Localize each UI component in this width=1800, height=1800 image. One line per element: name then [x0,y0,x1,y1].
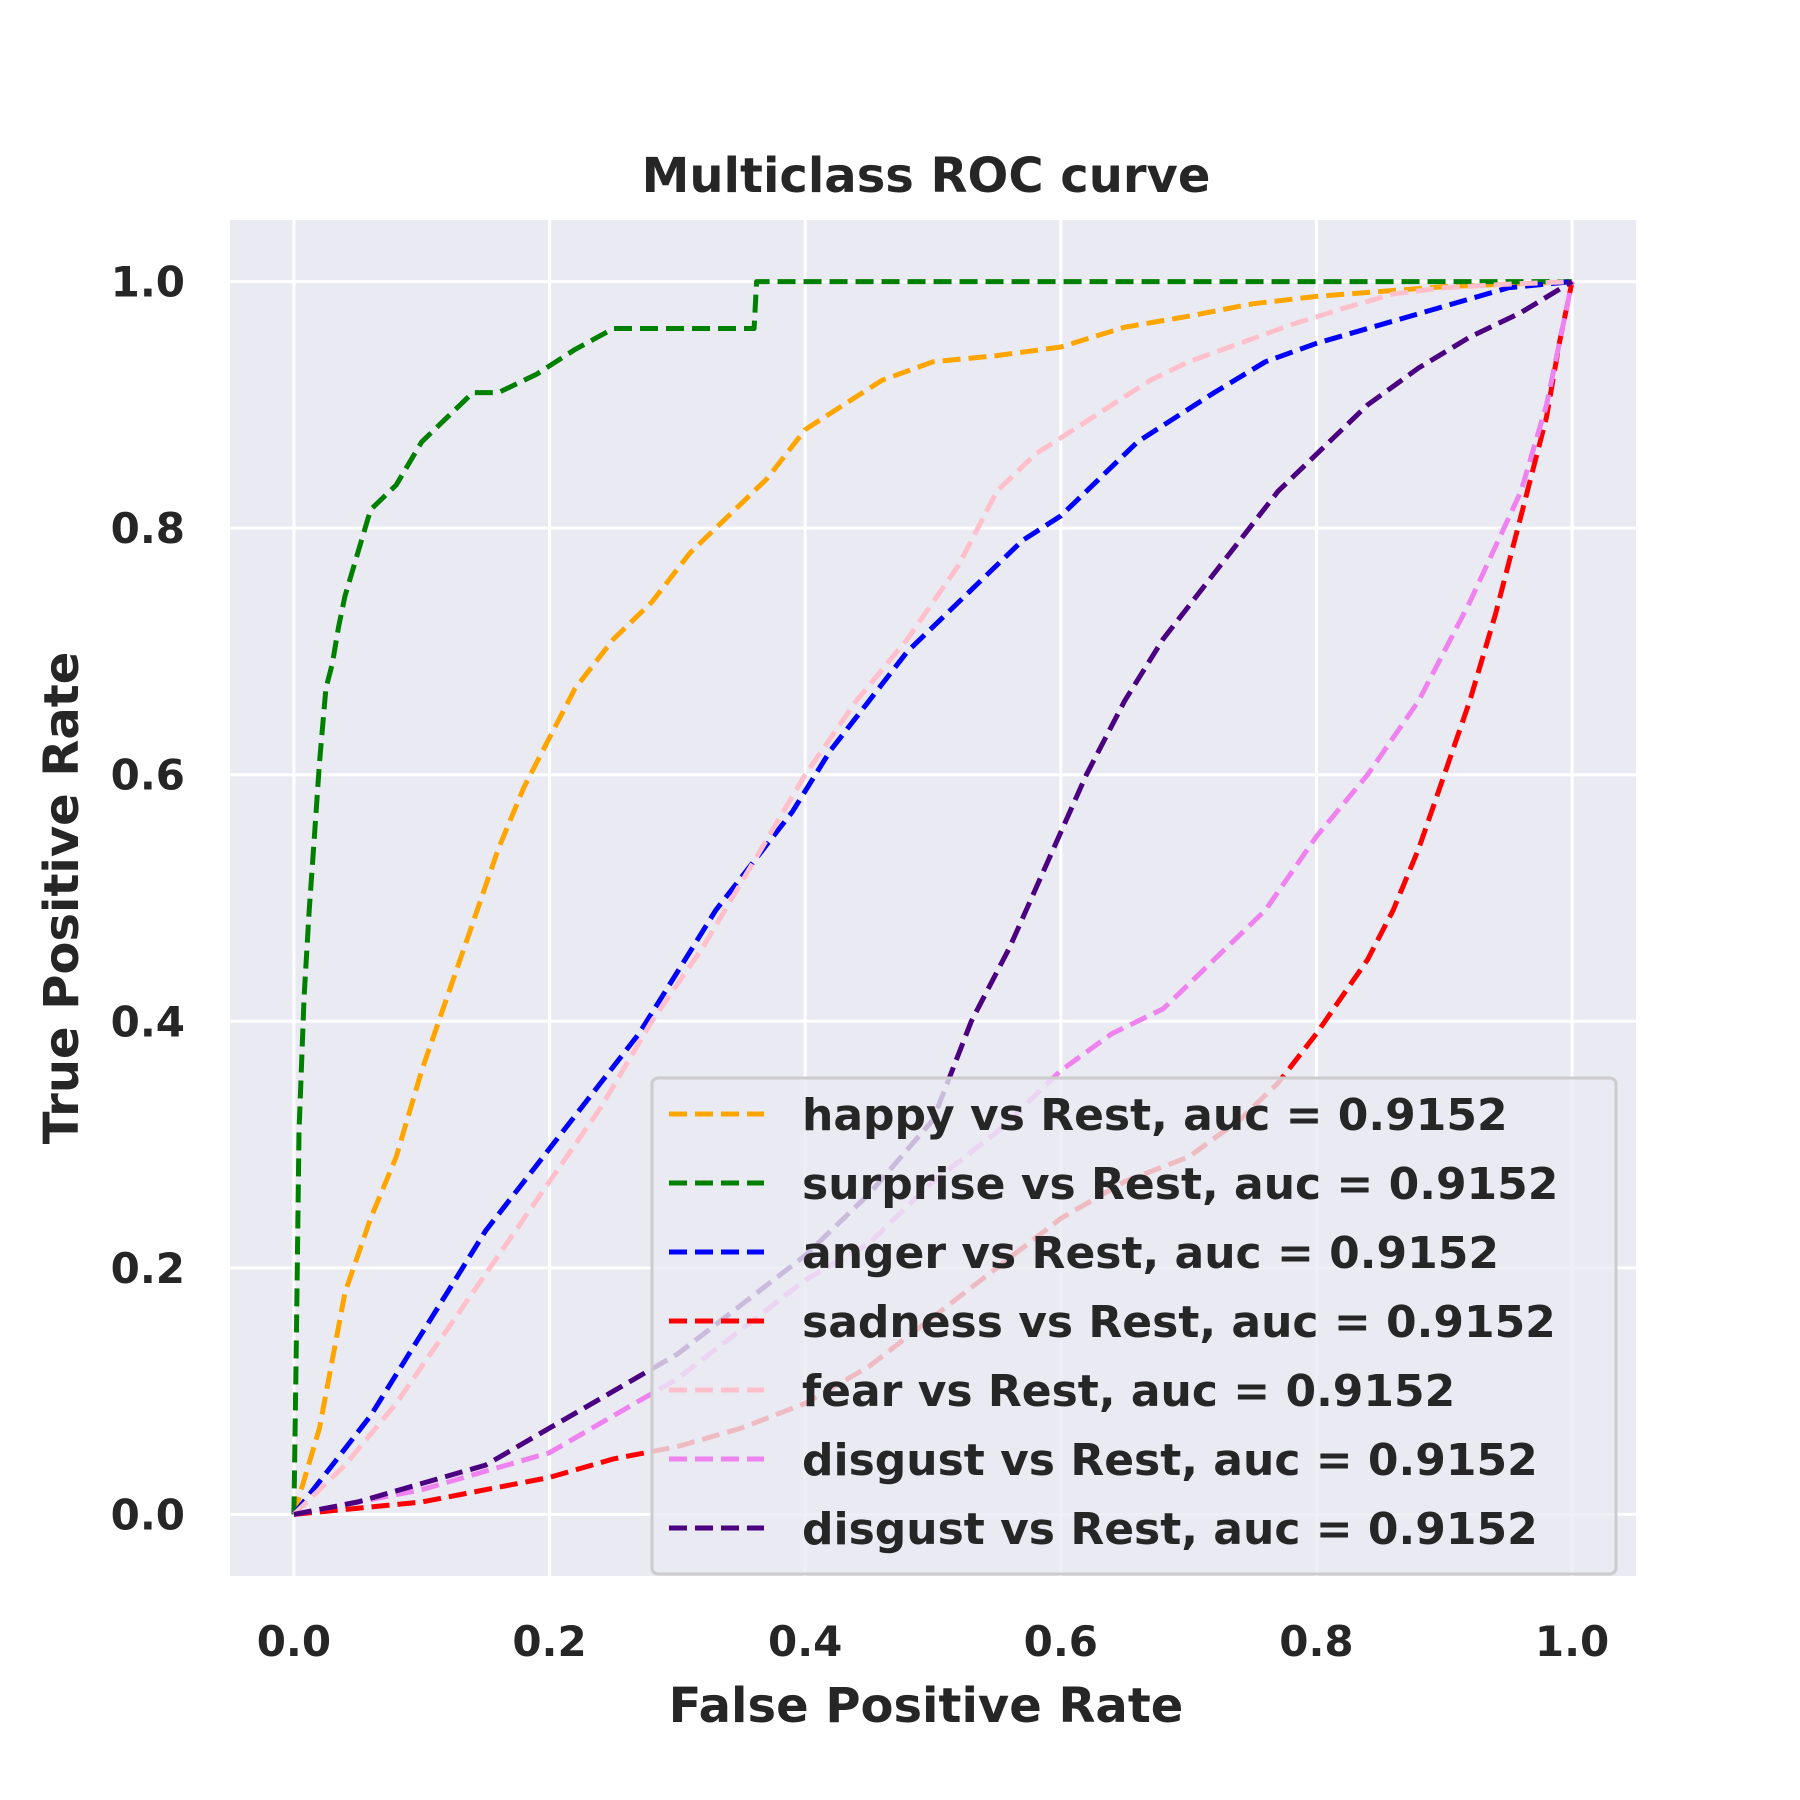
y-axis-label: True Positive Rate [34,652,90,1145]
x-tick-label: 0.6 [1024,1617,1098,1666]
x-tick-label: 0.8 [1279,1617,1353,1666]
y-tick-label: 0.6 [111,751,185,800]
legend-label: fear vs Rest, auc = 0.9152 [802,1366,1455,1417]
x-tick-label: 1.0 [1535,1617,1609,1666]
legend-label: anger vs Rest, auc = 0.9152 [802,1228,1499,1279]
series-line-6 [293,279,1574,1517]
series-line-1 [291,279,1573,1515]
legend-label: disgust vs Rest, auc = 0.9152 [802,1504,1538,1555]
y-tick-label: 0.4 [111,997,185,1046]
y-tick-labels: 0.0 0.2 0.4 0.6 0.8 1.0 [111,258,185,1540]
legend: happy vs Rest, auc = 0.9152 surprise vs R… [650,1076,1618,1576]
x-tick-label: 0.2 [512,1617,586,1666]
y-tick-label: 0.2 [111,1244,185,1293]
x-tick-labels: 0.0 0.2 0.4 0.6 0.8 1.0 [257,1617,1610,1666]
y-tick-label: 1.0 [111,258,185,307]
legend-label: sadness vs Rest, auc = 0.9152 [802,1297,1556,1348]
series-line-2 [291,279,1573,1516]
legend-label: disgust vs Rest, auc = 0.9152 [802,1435,1538,1486]
chart-title: Multiclass ROC curve [642,148,1211,204]
legend-label: surprise vs Rest, auc = 0.9152 [802,1159,1558,1210]
x-axis-label: False Positive Rate [669,1678,1184,1734]
x-tick-label: 0.0 [257,1617,331,1666]
series-line-3 [293,281,1575,1517]
series-line-0 [291,279,1573,1516]
legend-box [650,1076,1618,1576]
x-tick-label: 0.4 [768,1617,842,1666]
y-tick-label: 0.0 [111,1490,185,1539]
series-line-4 [292,279,1573,1517]
y-tick-label: 0.8 [111,504,185,553]
legend-label: happy vs Rest, auc = 0.9152 [802,1090,1508,1141]
